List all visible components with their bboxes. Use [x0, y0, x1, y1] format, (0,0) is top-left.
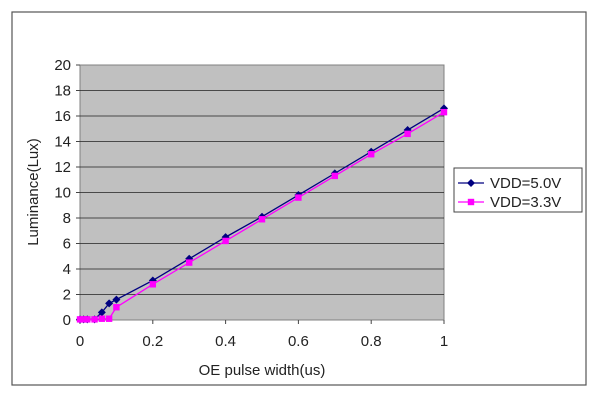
- series-line: [80, 111, 445, 321]
- data-point: [105, 299, 114, 308]
- x-tick-label: 0.6: [288, 333, 309, 350]
- legend: VDD=5.0V VDD=3.3V: [458, 175, 561, 211]
- y-tick-label: 0: [63, 312, 71, 329]
- data-point: [186, 259, 193, 266]
- data-point: [76, 316, 84, 323]
- y-tick-label: 14: [54, 134, 71, 151]
- legend-marker: [467, 179, 475, 187]
- data-series: [76, 104, 448, 324]
- series-2: [76, 108, 448, 323]
- y-axis-label: Luminance(Lux): [25, 138, 42, 246]
- x-tick-label: 0.4: [215, 333, 236, 350]
- data-point: [222, 237, 229, 245]
- y-tick-label: 20: [54, 57, 71, 74]
- data-point: [98, 315, 106, 322]
- data-point: [331, 172, 338, 180]
- y-tick-label: 16: [54, 108, 71, 125]
- y-tick-label: 8: [63, 210, 71, 227]
- y-tick-label: 18: [54, 83, 71, 100]
- x-axis-label: OE pulse width(us): [199, 362, 326, 379]
- legend-entry: VDD=3.3V: [458, 194, 561, 211]
- data-point: [97, 308, 106, 317]
- data-point: [113, 304, 120, 311]
- gridlines: [80, 90, 444, 295]
- x-tick-label: 0: [76, 333, 84, 350]
- legend-label: VDD=5.0V: [490, 175, 561, 192]
- data-point: [295, 194, 302, 201]
- data-point: [149, 281, 156, 288]
- legend-box: [453, 167, 583, 213]
- data-point: [258, 216, 266, 223]
- data-point: [112, 295, 121, 304]
- y-tick-label: 10: [54, 185, 71, 202]
- y-tick-labels: 0 2 4 6 8 10 12 14 16 18 20: [54, 57, 80, 329]
- data-point: [368, 151, 375, 158]
- x-tick-label: 0.8: [361, 333, 382, 350]
- x-tick-labels: 0 0.2 0.4 0.6 0.8 1: [76, 320, 448, 350]
- legend-marker: [467, 198, 475, 206]
- data-point: [80, 316, 87, 323]
- x-tick-label: 0.2: [142, 333, 163, 350]
- x-tick-label: 1: [440, 333, 448, 350]
- y-tick-label: 12: [54, 159, 71, 176]
- y-tick-label: 6: [63, 236, 71, 253]
- y-tick-label: 4: [63, 261, 71, 278]
- data-point: [440, 108, 448, 116]
- data-point: [404, 130, 411, 138]
- y-tick-label: 2: [63, 287, 71, 304]
- legend-label: VDD=3.3V: [490, 194, 561, 211]
- data-point: [91, 316, 98, 323]
- data-point: [105, 315, 113, 322]
- data-point: [84, 316, 91, 323]
- legend-entry: VDD=5.0V: [458, 175, 561, 192]
